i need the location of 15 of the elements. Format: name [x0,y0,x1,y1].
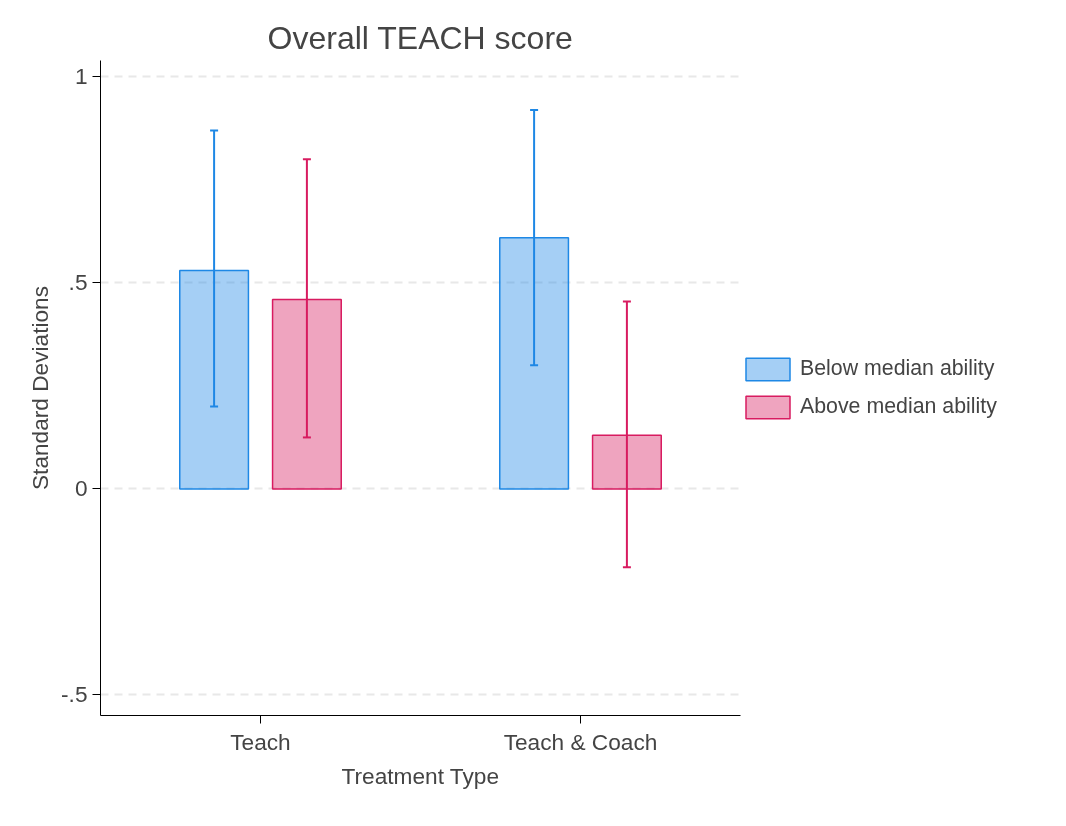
y-tick-label: 0 [74,475,88,502]
legend-label: Below median ability [800,356,995,381]
bar [591,434,662,490]
y-axis-title: Standard Deviations [27,285,54,491]
x-tick-label: Teach & Coach [503,728,658,755]
y-tick-label: .5 [68,269,88,296]
x-axis-title: Treatment Type [341,762,500,789]
y-tick-label: -.5 [61,681,88,708]
bar [271,298,342,490]
y-tick-label: 1 [74,63,88,90]
chart-title: Overall TEACH score [267,19,573,56]
x-tick-label: Teach [230,728,291,755]
bar [499,236,570,490]
bar [179,269,250,490]
legend-label: Above median ability [800,394,997,419]
